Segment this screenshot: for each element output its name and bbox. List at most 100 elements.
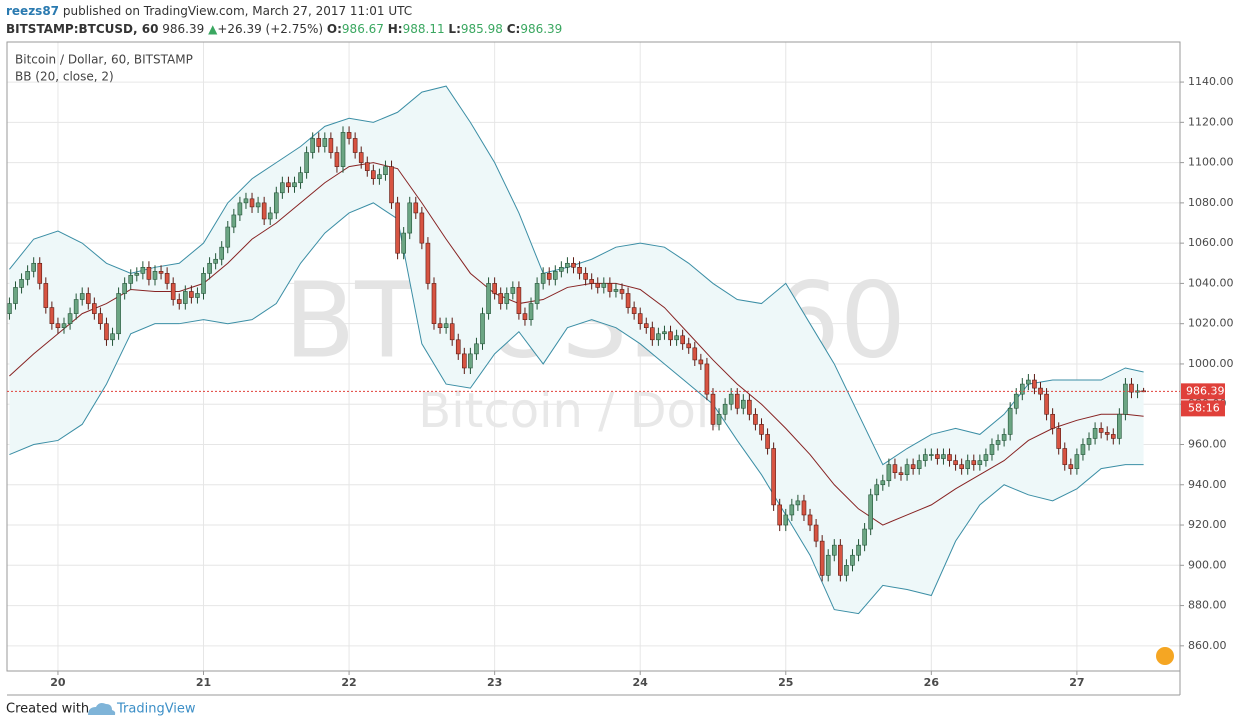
candle-body xyxy=(122,283,127,294)
brand[interactable]: TradingView xyxy=(116,702,196,717)
candle-body xyxy=(504,293,510,304)
candle-body xyxy=(892,464,898,473)
candle-body xyxy=(637,313,643,324)
candle-body xyxy=(116,293,121,335)
candle-body xyxy=(522,313,528,320)
candle-body xyxy=(437,323,443,329)
candle-body xyxy=(383,166,388,175)
candle-body xyxy=(916,460,922,469)
brand-logo xyxy=(88,703,116,715)
y-tick-label: 1120.00 xyxy=(1188,115,1234,128)
candle-body xyxy=(1104,432,1110,435)
quote-line: BITSTAMP:BTCUSD, 60 986.39 ▲+26.39 (+2.7… xyxy=(6,22,562,36)
candle-body xyxy=(1086,438,1092,445)
candle-body xyxy=(668,331,673,341)
candle-body xyxy=(959,464,964,469)
candle-body xyxy=(389,166,394,204)
candle-body xyxy=(783,514,789,526)
candle-body xyxy=(286,182,291,188)
candle-body xyxy=(1110,434,1116,439)
band-lower xyxy=(9,202,1144,615)
candle-body xyxy=(601,283,607,288)
candle-body xyxy=(340,132,346,167)
candle-body xyxy=(328,138,334,153)
candle-body xyxy=(358,152,364,163)
candle-body xyxy=(583,273,588,280)
candle-body xyxy=(189,291,194,298)
candle-body xyxy=(619,289,625,294)
candle-body xyxy=(225,226,231,248)
candle-body xyxy=(462,353,467,369)
y-tick-label: 1060.00 xyxy=(1188,236,1234,249)
candle-body xyxy=(565,262,570,268)
ohlc-label: L: xyxy=(448,22,460,36)
candle-body xyxy=(698,359,704,365)
candle-body xyxy=(965,460,971,469)
candle-body xyxy=(546,273,552,280)
band-fill xyxy=(9,86,1144,614)
candle-body xyxy=(43,283,49,308)
publish-info: published on TradingView.com, March 27, … xyxy=(63,4,412,18)
candle-body xyxy=(844,564,849,576)
candle-body xyxy=(146,267,152,280)
candle-body xyxy=(213,258,218,264)
legend-title: Bitcoin / Dollar, 60, BITSTAMP xyxy=(15,53,193,67)
plot-area xyxy=(7,85,1146,615)
candle-body xyxy=(983,454,989,461)
candle-body xyxy=(316,138,322,147)
candle-body xyxy=(552,271,558,280)
ohlc-value: 988.11 xyxy=(403,22,445,36)
candle-body xyxy=(176,299,182,304)
candle-body xyxy=(7,303,12,314)
candle-body xyxy=(577,267,582,274)
symbol: BITSTAMP:BTCUSD, 60 xyxy=(6,22,158,36)
author[interactable]: reezs87 xyxy=(6,4,59,18)
candle-body xyxy=(528,303,534,320)
candle-body xyxy=(49,307,55,324)
candle-body xyxy=(152,271,158,280)
change-arrow: ▲ xyxy=(208,22,218,36)
candle-body xyxy=(13,287,18,304)
candle-body xyxy=(777,504,783,526)
logo-badge xyxy=(1154,645,1176,667)
candle-body xyxy=(267,212,273,220)
y-tick-label: 1080.00 xyxy=(1188,196,1234,209)
candle-body xyxy=(164,273,170,284)
candle-body xyxy=(480,313,485,345)
candle-body xyxy=(1044,393,1049,415)
candle-body xyxy=(55,323,61,329)
candle-body xyxy=(886,464,892,482)
candle-body xyxy=(67,313,73,324)
candle-body xyxy=(947,454,952,461)
x-tick-label: 27 xyxy=(1069,676,1084,689)
axes: 860.00880.00900.00920.00940.00960.00980.… xyxy=(50,75,1233,689)
last-price-box xyxy=(1181,383,1225,400)
candle-body xyxy=(407,202,413,234)
countdown-box xyxy=(1181,400,1225,417)
candle-body xyxy=(273,192,279,214)
candle-body xyxy=(595,283,601,288)
candle-body xyxy=(1001,434,1007,441)
candle-body xyxy=(1080,444,1086,455)
publish-line: reezs87 published on TradingView.com, Ma… xyxy=(6,4,412,18)
candle-body xyxy=(904,464,910,475)
candle-body xyxy=(747,399,752,415)
y-tick-label: 1140.00 xyxy=(1188,75,1234,88)
candle-body xyxy=(98,313,103,324)
y-tick-label: 1020.00 xyxy=(1188,317,1234,330)
candle-body xyxy=(686,343,692,349)
candle-body xyxy=(79,293,85,300)
candle-body xyxy=(674,335,679,341)
candle-body xyxy=(207,262,212,274)
candle-body xyxy=(431,283,437,324)
y-tick-label: 920.00 xyxy=(1188,518,1227,531)
candle-body xyxy=(104,323,109,341)
candle-body xyxy=(85,293,91,304)
candle-body xyxy=(819,540,825,576)
candle-body xyxy=(371,170,376,180)
candle-body xyxy=(158,271,164,274)
candle-body xyxy=(237,202,243,216)
candle-body xyxy=(874,484,880,496)
candle-body xyxy=(534,283,540,304)
